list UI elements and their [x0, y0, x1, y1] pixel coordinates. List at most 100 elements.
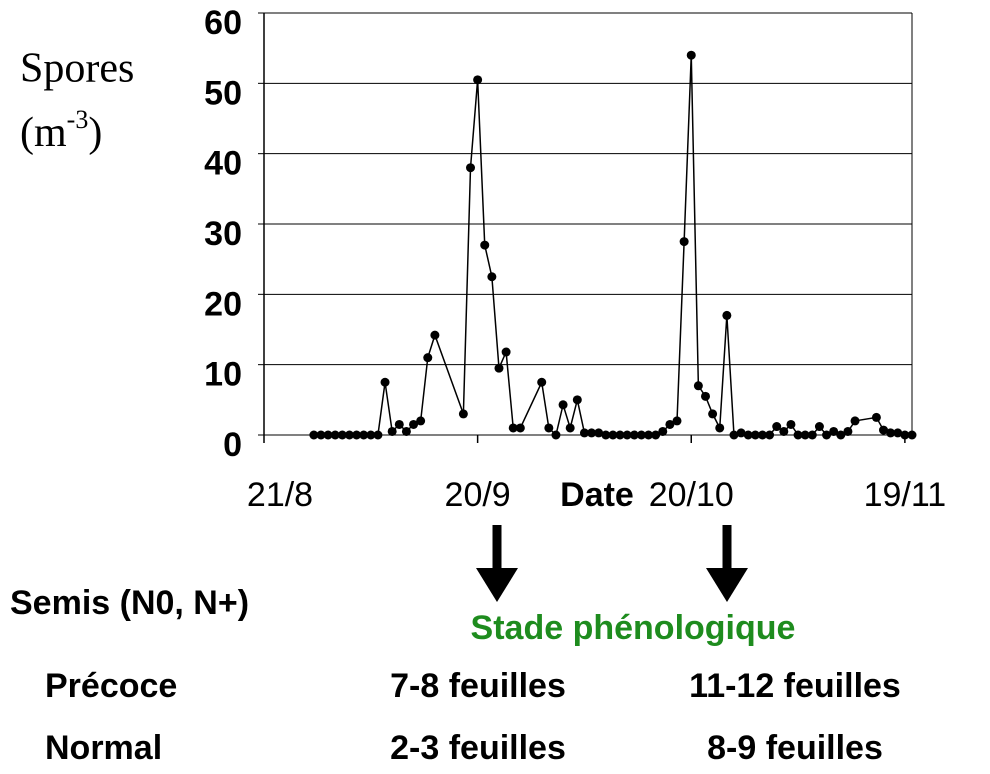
point — [551, 430, 561, 440]
point — [594, 428, 604, 438]
point — [822, 430, 832, 440]
point — [323, 430, 333, 440]
point — [757, 430, 767, 440]
point — [814, 422, 824, 432]
point — [572, 395, 582, 405]
y-label-close: ) — [88, 110, 102, 156]
y-label: Spores — [20, 46, 134, 92]
arrow-head — [706, 568, 748, 602]
point — [651, 430, 661, 440]
point — [871, 412, 881, 422]
point — [850, 416, 860, 426]
point — [309, 430, 319, 440]
point — [330, 430, 340, 440]
point — [729, 430, 739, 440]
point — [337, 430, 347, 440]
point — [416, 416, 426, 426]
point — [779, 426, 789, 436]
y-tick-label: 10 — [204, 356, 242, 394]
point — [494, 363, 504, 373]
point — [480, 240, 490, 250]
point — [458, 409, 468, 419]
point — [679, 237, 689, 247]
point — [736, 428, 746, 438]
point — [352, 430, 362, 440]
y-tick-label: 0 — [223, 426, 242, 464]
point — [843, 426, 853, 436]
point — [466, 163, 476, 173]
point — [587, 428, 597, 438]
y-tick-label: 50 — [204, 74, 242, 112]
point — [394, 419, 404, 429]
point — [672, 416, 682, 426]
point — [622, 430, 632, 440]
point — [722, 310, 732, 320]
arrows — [476, 525, 748, 602]
point — [409, 419, 419, 429]
row-label: Précoce — [45, 667, 177, 705]
point — [501, 347, 511, 357]
arrow-head — [476, 568, 518, 602]
point — [765, 430, 775, 440]
series-line — [313, 55, 912, 437]
point — [750, 430, 760, 440]
point — [893, 428, 903, 438]
point — [473, 75, 483, 85]
point — [316, 430, 326, 440]
point — [700, 391, 710, 401]
y-tick-label: 60 — [204, 4, 242, 42]
point — [359, 430, 369, 440]
point — [879, 425, 889, 435]
point — [608, 430, 618, 440]
point — [380, 377, 390, 387]
y-label-exponent: -3 — [67, 105, 89, 134]
point — [886, 428, 896, 438]
point — [793, 430, 803, 440]
point — [537, 377, 547, 387]
stage-late: 11-12 feuilles — [689, 667, 901, 705]
y-tick-label: 30 — [204, 215, 242, 253]
point — [366, 430, 376, 440]
point — [636, 430, 646, 440]
point — [665, 419, 675, 429]
point — [373, 430, 383, 440]
y-label-unit: (m-3) — [20, 105, 102, 156]
point — [693, 381, 703, 391]
stage-heading: Stade phénologique — [471, 609, 796, 647]
point — [579, 428, 589, 438]
point — [772, 422, 782, 432]
semis-heading: Semis (N0, N+) — [10, 584, 249, 622]
point — [658, 426, 668, 436]
point — [558, 400, 568, 410]
point — [800, 430, 810, 440]
point — [387, 426, 397, 436]
x-label: Date — [560, 476, 634, 514]
x-tick-label: 20/10 — [649, 476, 734, 514]
point — [565, 423, 575, 433]
point — [644, 430, 654, 440]
stage-late: 8-9 feuilles — [707, 729, 883, 767]
point — [401, 426, 411, 436]
point — [907, 430, 917, 440]
point — [686, 50, 696, 60]
y-tick-label: 40 — [204, 145, 242, 183]
y-label-open: (m — [20, 110, 67, 156]
point — [743, 430, 753, 440]
point — [629, 430, 639, 440]
y-tick-label: 20 — [204, 285, 242, 323]
point — [515, 423, 525, 433]
point — [807, 430, 817, 440]
point — [508, 423, 518, 433]
point — [430, 330, 440, 340]
x-tick-label: 19/11 — [864, 476, 947, 514]
point — [836, 430, 846, 440]
point — [487, 272, 497, 282]
row-label: Normal — [45, 729, 162, 767]
x-tick-label: 21/8 — [247, 476, 313, 514]
point — [900, 430, 910, 440]
point — [344, 430, 354, 440]
point — [544, 423, 554, 433]
x-tick-label: 20/9 — [445, 476, 511, 514]
point — [601, 430, 611, 440]
